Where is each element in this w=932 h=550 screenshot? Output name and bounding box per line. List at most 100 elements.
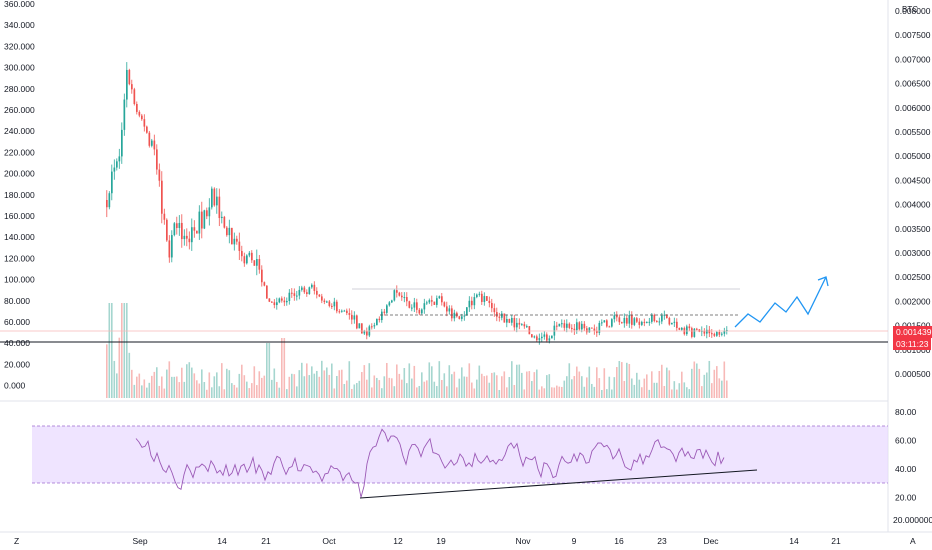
volume-bar — [598, 378, 601, 398]
volume-bar — [633, 384, 636, 398]
candle-body — [198, 211, 201, 234]
volume-bar — [343, 383, 346, 398]
volume-tick: 160.000 — [4, 211, 35, 221]
candle-body — [286, 300, 288, 303]
volume-tick: 220.000 — [4, 147, 35, 157]
candle-body — [703, 330, 706, 334]
last-price-label: 0.001439 — [893, 326, 932, 338]
volume-bar — [193, 373, 196, 398]
volume-bar — [676, 389, 678, 398]
volume-bar — [483, 376, 486, 398]
candle-body — [288, 292, 291, 301]
volume-bar — [548, 374, 551, 398]
candle-body — [486, 296, 488, 301]
candle-body — [158, 169, 161, 181]
candle-body — [516, 322, 518, 328]
time-label: 19 — [436, 536, 446, 546]
candle-body — [151, 140, 153, 146]
volume-bar — [171, 376, 173, 398]
candle-body — [181, 222, 183, 240]
candle-body — [658, 321, 661, 323]
candle-body — [351, 314, 353, 320]
rsi-bottom-label: 20.000000 — [893, 515, 932, 525]
volume-bar — [586, 377, 588, 398]
candle-body — [388, 302, 391, 306]
candle-body — [136, 103, 138, 112]
volume-bar — [188, 362, 191, 398]
candle-body — [713, 333, 716, 336]
candle-body — [298, 289, 301, 296]
volume-bar — [603, 368, 606, 398]
candle-body — [126, 69, 128, 100]
volume-bar — [388, 377, 391, 398]
volume-bar — [518, 364, 521, 398]
candle-body — [611, 319, 613, 327]
volume-tick: 100.000 — [4, 275, 35, 285]
volume-bar — [516, 364, 518, 398]
volume-bar — [721, 380, 723, 398]
candle-body — [603, 320, 606, 323]
volume-bar — [683, 382, 686, 398]
candle-body — [173, 223, 176, 236]
volume-bar — [138, 373, 141, 398]
candle-body — [453, 312, 456, 319]
volume-bar — [168, 361, 171, 398]
volume-bar — [626, 362, 628, 398]
volume-bar — [563, 380, 566, 398]
volume-bar — [266, 343, 268, 398]
time-label: 21 — [261, 536, 271, 546]
candle-body — [251, 252, 253, 261]
candle-body — [491, 302, 493, 309]
volume-bar — [301, 362, 303, 398]
volume-bar — [276, 381, 278, 398]
candle-body — [481, 293, 483, 302]
volume-bar — [531, 381, 533, 398]
time-label: 21 — [831, 536, 841, 546]
candle-body — [221, 216, 223, 219]
candle-body — [213, 188, 216, 206]
candle-body — [566, 323, 568, 328]
candle-body — [568, 323, 571, 328]
candle-body — [231, 227, 233, 245]
volume-bar — [288, 376, 291, 398]
volume-bar — [526, 371, 528, 398]
volume-bar — [253, 366, 256, 398]
candle-body — [588, 327, 591, 333]
volume-bar — [423, 381, 426, 398]
candle-body — [583, 323, 586, 329]
candle-body — [143, 119, 146, 127]
volume-bar — [566, 376, 568, 398]
candle-body — [356, 315, 358, 329]
volume-bar — [336, 375, 338, 398]
volume-bar — [128, 352, 131, 398]
volume-bar — [216, 372, 218, 398]
volume-bar — [186, 364, 188, 398]
candle-body — [581, 323, 583, 330]
volume-bar — [623, 380, 626, 398]
candle-body — [446, 306, 448, 312]
volume-bar — [488, 382, 491, 398]
volume-bar — [351, 388, 353, 398]
candle-body — [308, 287, 311, 295]
candle-body — [406, 297, 408, 302]
volume-bar — [356, 383, 358, 398]
volume-tick: 180.000 — [4, 190, 35, 200]
candle-body — [408, 301, 411, 308]
volume-bar — [511, 361, 513, 398]
volume-bar — [546, 375, 548, 398]
volume-bar — [403, 368, 406, 398]
candle-body — [336, 301, 338, 312]
candle-body — [668, 318, 671, 325]
volume-bar — [208, 372, 211, 398]
volume-bar — [681, 371, 683, 398]
candle-body — [638, 321, 641, 325]
price-tick: 0.006500 — [895, 79, 931, 89]
candle-body — [613, 315, 616, 320]
candle-body — [243, 256, 246, 264]
volume-bar — [561, 386, 563, 398]
candle-body — [436, 298, 438, 305]
volume-bar — [486, 375, 488, 398]
price-tick: 0.005000 — [895, 151, 931, 161]
volume-bar — [151, 375, 153, 398]
